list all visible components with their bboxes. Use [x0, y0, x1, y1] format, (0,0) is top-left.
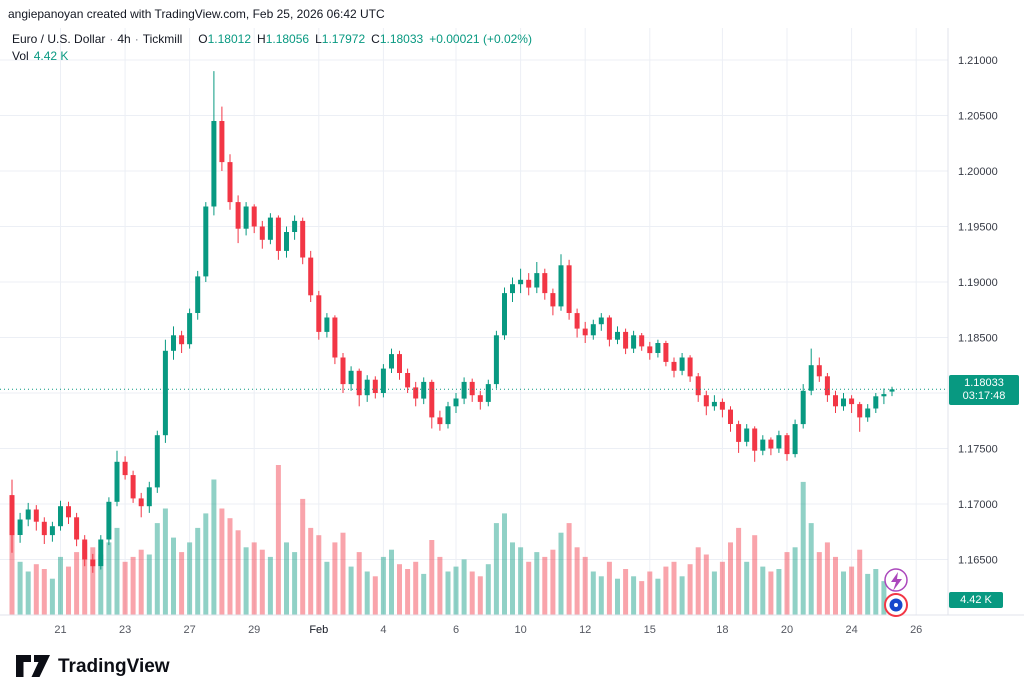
close-label: C	[371, 32, 380, 46]
time-tick-label: 12	[579, 624, 591, 636]
symbol-legend: Euro / U.S. Dollar · 4h · Tickmill O1.18012 H1…	[12, 32, 532, 46]
last-price-badge[interactable]: 1.18033 03:17:48	[949, 375, 1019, 405]
volume-axis-badge[interactable]: 4.42 K	[949, 592, 1003, 608]
time-axis[interactable]: 21 23 27 29 Feb 4 6 10 12 15 18 20 24 26	[54, 624, 922, 636]
legend-separator-2: ·	[134, 32, 139, 46]
open-value: 1.18012	[207, 32, 252, 46]
low-label: L	[315, 32, 322, 46]
instant-trade-button[interactable]	[884, 568, 908, 592]
price-tick-label: 1.16500	[958, 555, 998, 567]
order-target-button[interactable]	[884, 593, 908, 617]
time-tick-label: 26	[910, 624, 922, 636]
price-tick-label: 1.17000	[958, 499, 998, 511]
time-tick-label: 29	[248, 624, 260, 636]
legend-separator: ·	[109, 32, 114, 46]
order-target-center	[894, 603, 898, 607]
time-tick-label: 20	[781, 624, 793, 636]
high-value: 1.18056	[265, 32, 310, 46]
time-tick-label: 24	[845, 624, 857, 636]
time-tick-label: 15	[644, 624, 656, 636]
time-tick-label: 10	[514, 624, 526, 636]
time-tick-label: Feb	[309, 624, 328, 636]
tradingview-wordmark: TradingView	[58, 656, 170, 677]
change-value: +0.00021 (+0.02%)	[429, 32, 532, 46]
price-tick-label: 1.21000	[958, 55, 998, 67]
volume-label: Vol	[12, 49, 29, 63]
high-label: H	[257, 32, 266, 46]
tradingview-logo-icon	[16, 655, 50, 677]
last-price-value: 1.18033	[964, 377, 1004, 389]
close-value: 1.18033	[379, 32, 424, 46]
time-tick-label: 21	[54, 624, 66, 636]
price-tick-label: 1.18500	[958, 333, 998, 345]
open-label: O	[198, 32, 208, 46]
lightning-icon	[891, 572, 902, 591]
time-tick-label: 4	[380, 624, 386, 636]
price-tick-label: 1.19500	[958, 222, 998, 234]
time-tick-label: 23	[119, 624, 131, 636]
broker-label[interactable]: Tickmill	[142, 32, 183, 46]
time-tick-label: 18	[716, 624, 728, 636]
price-axis[interactable]: 1.21000 1.20500 1.20000 1.19500 1.19000 1.185…	[958, 55, 998, 567]
attribution-text: angiepanoyan created with TradingView.co…	[8, 7, 385, 21]
low-value: 1.17972	[321, 32, 366, 46]
price-tick-label: 1.20500	[958, 111, 998, 123]
bar-countdown: 03:17:48	[962, 390, 1006, 402]
price-tick-label: 1.20000	[958, 166, 998, 178]
volume-value: 4.42 K	[33, 49, 69, 63]
price-tick-label: 1.19000	[958, 277, 998, 289]
volume-series	[9, 465, 895, 615]
volume-legend: Vol 4.42 K	[12, 49, 68, 63]
time-tick-label: 27	[183, 624, 195, 636]
time-tick-label: 6	[453, 624, 459, 636]
candlestick-series	[9, 71, 895, 573]
symbol-title[interactable]: Euro / U.S. Dollar	[12, 32, 106, 46]
horizontal-gridlines	[0, 59, 948, 560]
axis-borders	[0, 28, 1024, 616]
price-tick-label: 1.17500	[958, 444, 998, 456]
tradingview-logo[interactable]: TradingView	[14, 648, 234, 682]
interval-label[interactable]: 4h	[117, 32, 131, 46]
